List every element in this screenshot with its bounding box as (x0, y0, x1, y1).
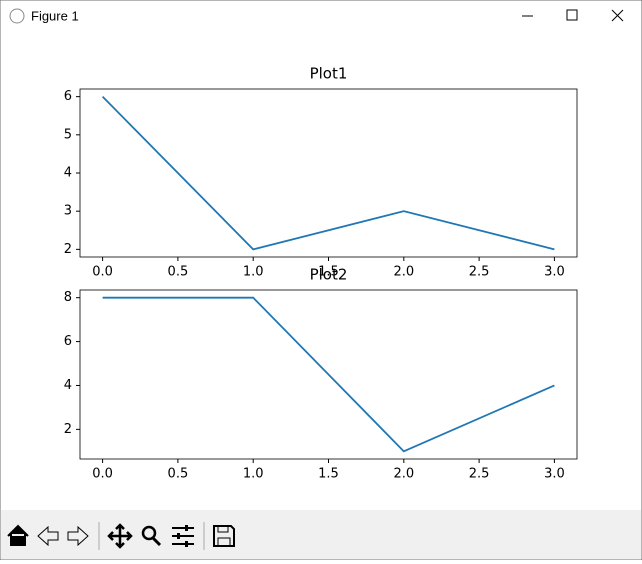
x-tick-label: 1.0 (243, 265, 264, 280)
y-tick-label: 4 (64, 378, 72, 393)
data-line (101, 96, 555, 251)
y-tick-label: 2 (64, 242, 72, 257)
plot-frame (79, 289, 578, 460)
zoom-button[interactable] (141, 525, 162, 547)
close-button[interactable] (611, 9, 624, 22)
home-button[interactable] (7, 524, 29, 546)
chart-title: Plot2 (310, 266, 348, 284)
y-tick-label: 6 (64, 89, 72, 104)
back-button[interactable] (37, 525, 59, 547)
y-tick-label: 4 (64, 166, 72, 181)
maximize-button[interactable] (566, 9, 578, 21)
x-tick-label: 0.0 (92, 265, 113, 280)
x-tick-label: 3.0 (544, 265, 565, 280)
y-tick-label: 6 (64, 334, 72, 349)
y-tick-label: 5 (64, 127, 72, 142)
toolbar (1, 510, 641, 559)
x-tick-label: 1.5 (318, 467, 339, 482)
pan-button[interactable] (107, 523, 133, 549)
x-tick-label: 1.5 (318, 265, 339, 280)
data-line (102, 296, 555, 453)
plot-frame (79, 88, 578, 258)
x-tick-label: 0.5 (168, 265, 189, 280)
x-tick-label: 0.0 (92, 467, 113, 482)
y-tick-label: 3 (64, 204, 72, 219)
y-tick-label: 2 (64, 422, 72, 437)
x-tick-label: 2.0 (393, 467, 414, 482)
y-tick-label: 8 (64, 290, 72, 305)
x-tick-label: 2.5 (469, 467, 490, 482)
x-tick-label: 3.0 (544, 467, 565, 482)
x-tick-label: 2.5 (469, 265, 490, 280)
x-tick-label: 1.0 (243, 467, 264, 482)
chart-title: Plot1 (310, 65, 348, 83)
save-button[interactable] (213, 525, 235, 547)
forward-button[interactable] (67, 525, 89, 547)
x-tick-label: 0.5 (168, 467, 189, 482)
title-bar (1, 1, 641, 32)
x-tick-label: 2.0 (393, 265, 414, 280)
configure-button[interactable] (172, 525, 194, 547)
app-icon (9, 8, 25, 24)
window-title: Figure 1 (31, 8, 79, 23)
